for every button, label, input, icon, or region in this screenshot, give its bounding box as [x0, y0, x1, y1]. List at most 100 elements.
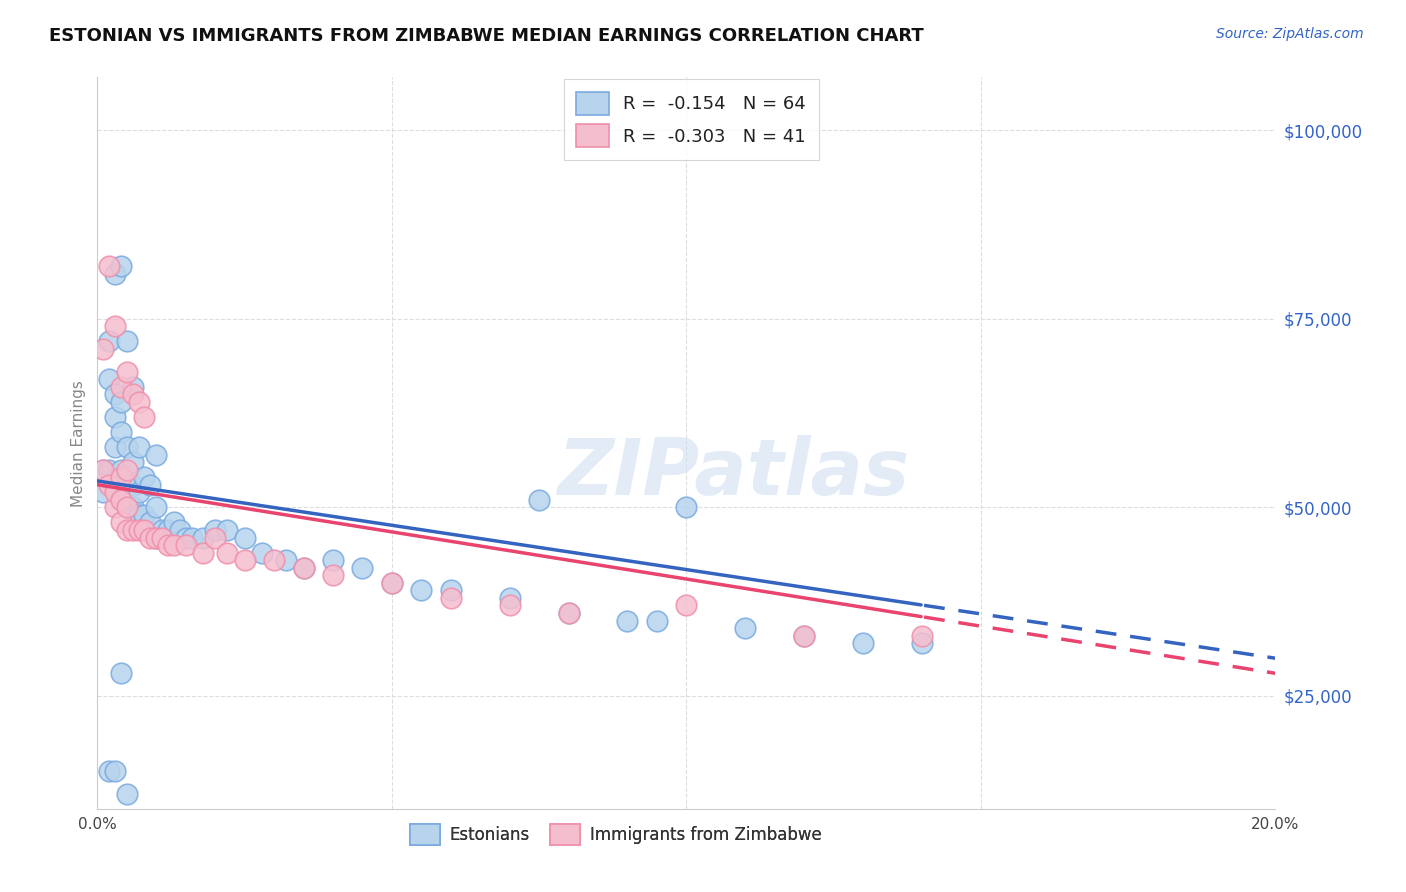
Point	[911, 636, 934, 650]
Point	[115, 523, 138, 537]
Point	[675, 500, 697, 515]
Point	[98, 259, 121, 273]
Point	[98, 372, 121, 386]
Point	[91, 463, 114, 477]
Text: ESTONIAN VS IMMIGRANTS FROM ZIMBABWE MEDIAN EARNINGS CORRELATION CHART: ESTONIAN VS IMMIGRANTS FROM ZIMBABWE MED…	[49, 27, 924, 45]
Point	[115, 365, 138, 379]
Point	[104, 387, 127, 401]
Point	[163, 538, 186, 552]
Point	[121, 387, 143, 401]
Point	[557, 606, 579, 620]
Point	[145, 531, 167, 545]
Point	[121, 455, 143, 469]
Point	[616, 614, 638, 628]
Point	[134, 508, 156, 522]
Point	[911, 629, 934, 643]
Point	[292, 560, 315, 574]
Point	[110, 394, 132, 409]
Point	[121, 380, 143, 394]
Point	[139, 516, 162, 530]
Point	[104, 267, 127, 281]
Point	[180, 531, 202, 545]
Point	[145, 531, 167, 545]
Point	[121, 500, 143, 515]
Point	[145, 500, 167, 515]
Point	[527, 492, 550, 507]
Point	[793, 629, 815, 643]
Point	[128, 508, 150, 522]
Point	[169, 523, 191, 537]
Point	[145, 448, 167, 462]
Point	[91, 485, 114, 500]
Point	[274, 553, 297, 567]
Point	[110, 470, 132, 484]
Point	[381, 575, 404, 590]
Point	[381, 575, 404, 590]
Point	[128, 523, 150, 537]
Point	[411, 583, 433, 598]
Point	[215, 546, 238, 560]
Point	[104, 319, 127, 334]
Point	[110, 463, 132, 477]
Point	[104, 485, 127, 500]
Point	[110, 425, 132, 439]
Point	[121, 477, 143, 491]
Point	[128, 485, 150, 500]
Point	[352, 560, 374, 574]
Point	[440, 583, 463, 598]
Point	[233, 531, 256, 545]
Text: ZIPatlas: ZIPatlas	[557, 434, 910, 510]
Point	[98, 463, 121, 477]
Point	[139, 531, 162, 545]
Point	[110, 666, 132, 681]
Y-axis label: Median Earnings: Median Earnings	[72, 380, 86, 507]
Point	[675, 599, 697, 613]
Point	[233, 553, 256, 567]
Point	[110, 516, 132, 530]
Point	[645, 614, 668, 628]
Point	[104, 477, 127, 491]
Point	[193, 531, 215, 545]
Point	[252, 546, 274, 560]
Text: Source: ZipAtlas.com: Source: ZipAtlas.com	[1216, 27, 1364, 41]
Point	[163, 516, 186, 530]
Point	[115, 440, 138, 454]
Point	[98, 334, 121, 349]
Point	[793, 629, 815, 643]
Point	[115, 787, 138, 801]
Point	[139, 477, 162, 491]
Point	[440, 591, 463, 605]
Point	[121, 523, 143, 537]
Point	[115, 500, 138, 515]
Point	[157, 538, 180, 552]
Point	[134, 409, 156, 424]
Point	[499, 591, 522, 605]
Point	[115, 463, 138, 477]
Point	[204, 531, 226, 545]
Point	[115, 500, 138, 515]
Point	[110, 492, 132, 507]
Point	[292, 560, 315, 574]
Point	[852, 636, 875, 650]
Point	[110, 380, 132, 394]
Point	[174, 538, 197, 552]
Point	[157, 523, 180, 537]
Point	[134, 523, 156, 537]
Point	[115, 334, 138, 349]
Point	[499, 599, 522, 613]
Point	[322, 553, 344, 567]
Point	[734, 621, 756, 635]
Point	[91, 342, 114, 356]
Point	[128, 394, 150, 409]
Point	[150, 523, 173, 537]
Point	[193, 546, 215, 560]
Point	[110, 259, 132, 273]
Point	[115, 470, 138, 484]
Point	[104, 764, 127, 779]
Point	[104, 500, 127, 515]
Point	[91, 463, 114, 477]
Point	[104, 409, 127, 424]
Point	[174, 531, 197, 545]
Point	[98, 764, 121, 779]
Point	[98, 477, 121, 491]
